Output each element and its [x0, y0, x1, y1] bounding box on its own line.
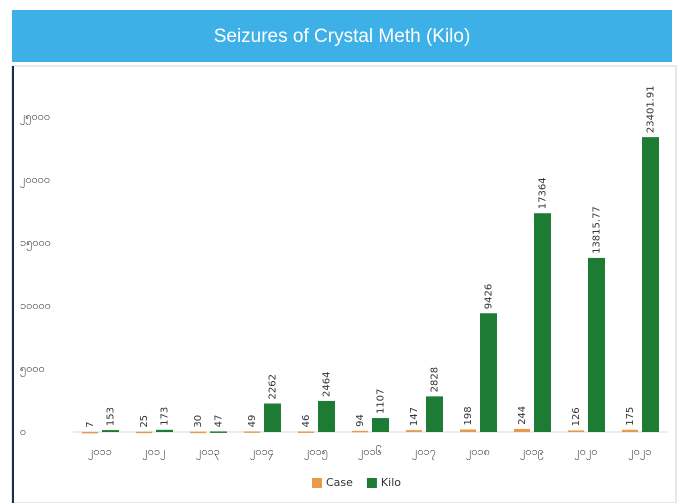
bar — [426, 396, 443, 432]
x-tick-label: ၂၀၁၅ — [304, 445, 328, 460]
y-tick-label: ၁၅၀၀၀ — [20, 236, 51, 251]
bar — [210, 431, 227, 433]
x-tick-label: ၂၀၁၆ — [358, 445, 382, 460]
bar — [264, 403, 281, 432]
legend-label: Case — [326, 476, 353, 489]
value-label: 25 — [139, 415, 150, 428]
value-label: 1107 — [376, 389, 387, 414]
value-label: 49 — [247, 415, 258, 428]
bar — [82, 431, 98, 434]
value-label: 9426 — [484, 284, 495, 309]
x-tick-label: ၂၀၂၁ — [628, 445, 651, 460]
legend-swatch — [312, 478, 322, 488]
chart-panel — [11, 65, 677, 503]
value-label: 94 — [355, 414, 366, 427]
value-label: 153 — [106, 407, 117, 426]
value-label: 173 — [160, 407, 171, 426]
x-tick-label: ၂၀၁၇ — [412, 445, 436, 460]
value-label: 126 — [571, 407, 582, 426]
value-label: 17364 — [538, 177, 549, 209]
legend-swatch — [366, 478, 377, 488]
bar — [588, 257, 605, 432]
value-label: 46 — [301, 415, 312, 428]
value-label: 147 — [409, 407, 420, 426]
title-banner — [12, 10, 672, 62]
bar — [460, 429, 476, 432]
y-tick-label: ၀ — [20, 425, 26, 438]
x-tick-label: ၂၀၂၀ — [574, 445, 597, 460]
bar — [298, 431, 314, 433]
legend-label: Kilo — [381, 476, 401, 489]
bar — [156, 429, 173, 432]
y-tick-label: ၁၀၀၀၀ — [20, 299, 51, 312]
x-tick-label: ၂၀၁၁ — [88, 445, 112, 460]
y-tick-label: ၂၀၀၀၀ — [20, 173, 50, 188]
bar — [534, 213, 551, 432]
value-label: 2464 — [322, 372, 333, 397]
value-label: 23401.91 — [646, 85, 657, 133]
value-label: 244 — [517, 406, 528, 425]
bar — [102, 430, 119, 432]
x-tick-label: ၂၀၁၄ — [250, 445, 274, 460]
value-label: 13815.77 — [592, 206, 603, 254]
value-label: 2828 — [430, 367, 441, 392]
bar — [136, 431, 152, 434]
x-tick-label: ၂၀၁၈ — [466, 445, 490, 460]
bar — [318, 400, 335, 432]
bar — [190, 431, 206, 434]
chart-title: Seizures of Crystal Meth (Kilo) — [214, 26, 471, 47]
y-tick-label: ၂၅၀၀၀ — [20, 110, 50, 125]
bar — [352, 430, 368, 433]
value-label: 7 — [85, 422, 96, 428]
bar — [568, 430, 584, 432]
bar — [406, 430, 422, 432]
bar — [642, 137, 659, 433]
bar — [244, 431, 260, 433]
x-tick-label: ၂၀၁၃ — [196, 445, 220, 460]
value-label: 30 — [193, 415, 204, 428]
x-tick-label: ၂၀၁၉ — [520, 445, 544, 460]
x-tick-label: ၂၀၁၂ — [142, 445, 165, 460]
value-label: 175 — [625, 407, 636, 426]
value-label: 2262 — [268, 374, 279, 399]
y-tick-label: ၅၀၀၀ — [20, 362, 45, 377]
bar — [372, 418, 389, 432]
bar — [514, 428, 530, 432]
value-label: 198 — [463, 406, 474, 425]
bar — [622, 429, 638, 432]
bar — [480, 313, 497, 432]
value-label: 47 — [214, 415, 225, 428]
